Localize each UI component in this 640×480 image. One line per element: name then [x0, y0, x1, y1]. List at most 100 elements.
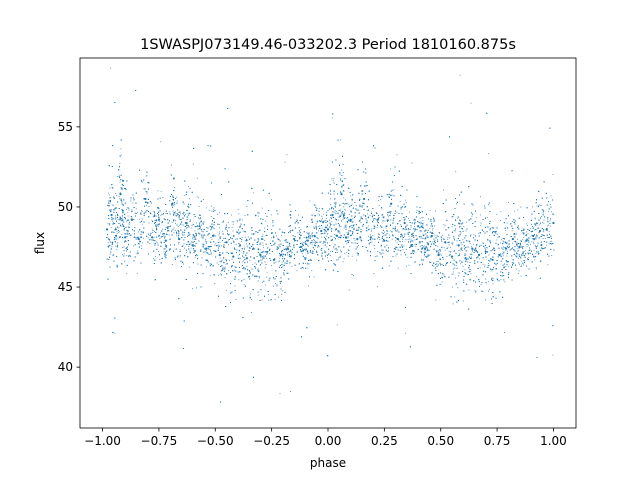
- data-point-cloud: [335, 206, 337, 208]
- data-point-cloud: [233, 241, 235, 243]
- data-point-cloud: [533, 238, 535, 239]
- data-point-cloud: [313, 276, 315, 278]
- data-point-cloud: [512, 265, 514, 267]
- data-point-cloud: [368, 228, 370, 230]
- data-point-cloud: [246, 245, 248, 247]
- data-point-cloud: [311, 270, 313, 272]
- data-point-cloud: [303, 237, 305, 238]
- data-point-cloud: [517, 246, 519, 248]
- data-point-cloud: [264, 239, 266, 241]
- data-point-cloud: [352, 242, 354, 244]
- data-point-cloud: [281, 293, 283, 295]
- data-point-cloud: [421, 223, 423, 224]
- data-point-cloud: [108, 192, 110, 194]
- data-point-cloud: [547, 224, 549, 226]
- data-point-cloud: [275, 261, 277, 263]
- data-point: [491, 258, 494, 261]
- data-point-cloud: [548, 242, 550, 244]
- data-point-cloud: [318, 230, 319, 232]
- data-point-cloud: [126, 208, 127, 210]
- data-point-cloud: [517, 273, 519, 274]
- data-point-cloud: [379, 239, 381, 241]
- data-point-cloud: [116, 233, 118, 235]
- data-point-cloud: [471, 215, 473, 217]
- data-point-cloud: [184, 214, 186, 216]
- data-point-cloud: [154, 256, 156, 257]
- data-point: [184, 221, 188, 225]
- data-point-cloud: [218, 244, 220, 246]
- data-point-cloud: [121, 218, 123, 220]
- data-point-cloud: [517, 257, 519, 259]
- data-point-cloud: [343, 227, 345, 229]
- data-point-cloud: [116, 230, 118, 232]
- data-point-cloud: [360, 231, 362, 233]
- data-point-cloud: [183, 263, 184, 265]
- data-point-cloud: [523, 255, 525, 256]
- data-point-cloud: [500, 252, 502, 254]
- data-point-cloud: [452, 286, 453, 288]
- data-point-cloud: [282, 245, 284, 246]
- data-point-cloud: [121, 234, 123, 235]
- data-point-cloud: [414, 244, 416, 246]
- data-point-cloud: [447, 237, 449, 239]
- data-point-cloud: [453, 238, 455, 240]
- data-point-cloud: [162, 197, 164, 198]
- data-point-cloud: [259, 242, 261, 244]
- data-point-cloud: [244, 240, 246, 242]
- data-point-cloud: [273, 235, 274, 237]
- data-point-cloud: [472, 249, 474, 251]
- data-point-cloud: [108, 194, 110, 196]
- data-point-cloud: [426, 235, 428, 237]
- data-point-cloud: [343, 190, 345, 192]
- data-point-cloud: [503, 332, 505, 334]
- data-point-cloud: [551, 240, 553, 242]
- data-point-cloud: [526, 223, 528, 225]
- data-point-cloud: [179, 249, 181, 251]
- data-point-cloud: [343, 178, 345, 180]
- data-point-cloud: [295, 209, 297, 211]
- data-point-cloud: [199, 226, 201, 228]
- data-point-cloud: [201, 230, 203, 232]
- data-point-cloud: [218, 239, 220, 241]
- data-point-cloud: [305, 262, 306, 264]
- data-point-cloud: [146, 175, 148, 177]
- data-point-cloud: [177, 214, 179, 216]
- data-point-cloud: [462, 266, 464, 268]
- data-point-cloud: [112, 231, 114, 233]
- data-point-cloud: [171, 221, 173, 223]
- data-point-cloud: [289, 232, 291, 234]
- data-point-cloud: [470, 256, 472, 258]
- data-point-cloud: [190, 247, 192, 249]
- data-point-cloud: [287, 260, 289, 262]
- data-point-cloud: [256, 263, 257, 265]
- data-point-cloud: [165, 226, 167, 228]
- data-point-cloud: [322, 242, 324, 244]
- data-point-cloud: [351, 242, 353, 244]
- data-point-cloud: [405, 238, 407, 240]
- data-point-cloud: [407, 217, 409, 219]
- data-point-cloud: [132, 202, 134, 204]
- data-point-cloud: [116, 249, 118, 251]
- data-point-cloud: [464, 253, 466, 255]
- data-point-cloud: [218, 263, 219, 265]
- data-point-cloud: [440, 276, 442, 278]
- data-point-cloud: [402, 239, 404, 241]
- data-point-cloud: [188, 186, 189, 188]
- data-point-cloud: [333, 193, 335, 195]
- data-point-cloud: [239, 220, 241, 222]
- data-point-cloud: [518, 228, 520, 230]
- data-point-cloud: [326, 211, 327, 213]
- data-point-cloud: [192, 163, 194, 165]
- data-point-cloud: [278, 296, 280, 298]
- data-point-cloud: [533, 242, 535, 244]
- data-point-cloud: [267, 294, 269, 295]
- data-point-cloud: [411, 251, 413, 253]
- data-point-cloud: [414, 251, 416, 253]
- data-point-cloud: [136, 212, 138, 213]
- data-point-cloud: [126, 273, 128, 275]
- data-point-cloud: [108, 258, 110, 260]
- data-point-cloud: [148, 206, 150, 207]
- data-point-cloud: [371, 241, 373, 243]
- data-point-cloud: [318, 225, 320, 227]
- data-point-cloud: [538, 232, 539, 234]
